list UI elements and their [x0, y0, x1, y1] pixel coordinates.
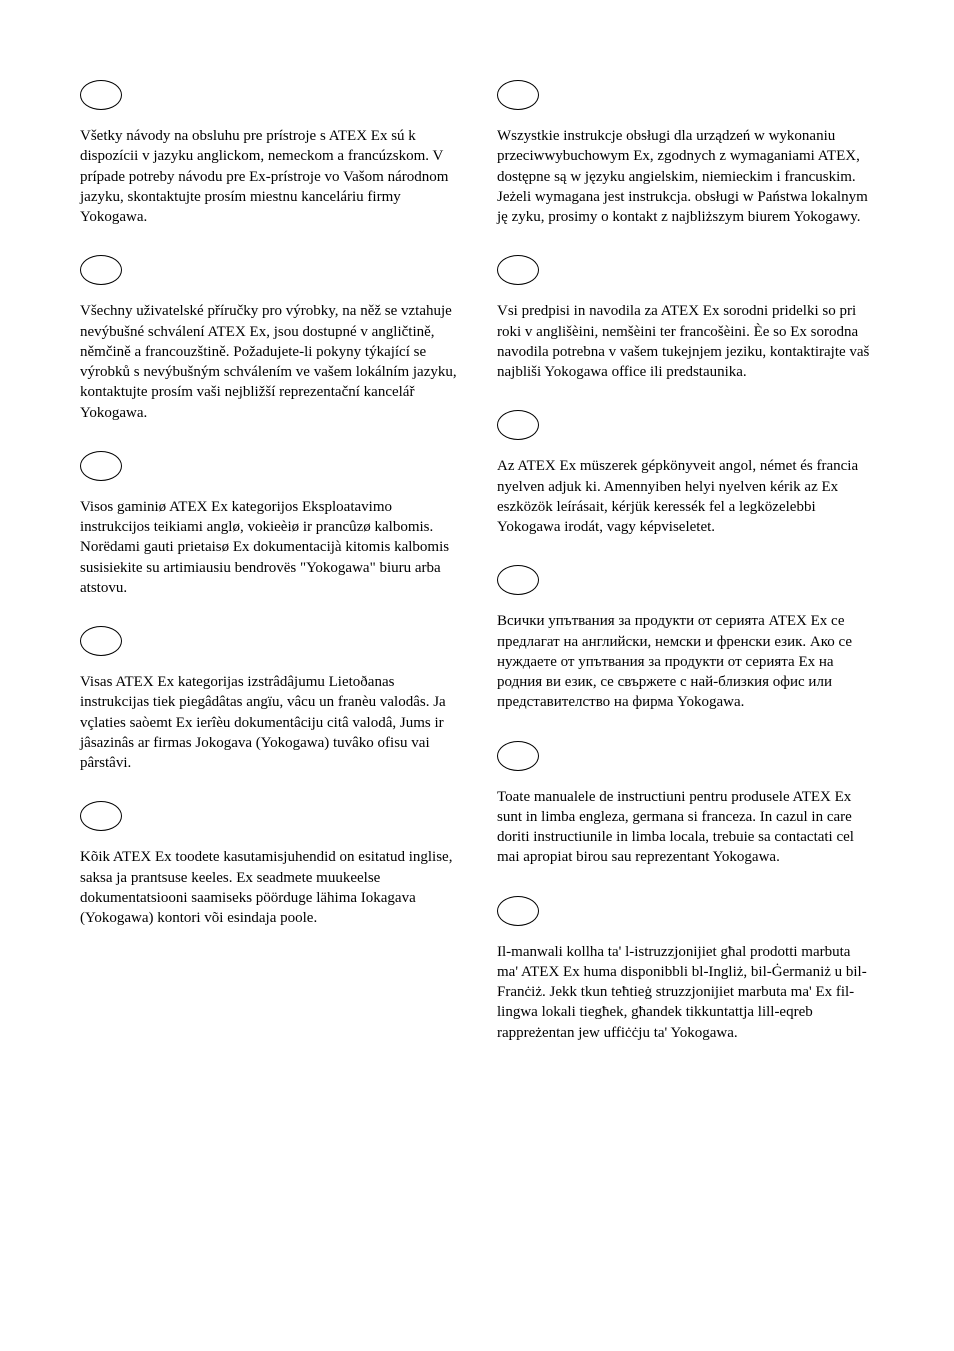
notice-text: Vsi predpisi in navodila za ATEX Ex soro… — [497, 301, 874, 382]
language-flag-placeholder — [497, 741, 539, 771]
notice-text: Visas ATEX Ex kategorijas izstrâdâjumu L… — [80, 672, 457, 773]
language-entry: Toate manualele de instructiuni pentru p… — [497, 741, 874, 868]
language-flag-placeholder — [80, 255, 122, 285]
language-flag-placeholder — [497, 255, 539, 285]
notice-text: Всички упътвания за продукти от серията … — [497, 611, 874, 712]
language-entry: Visas ATEX Ex kategorijas izstrâdâjumu L… — [80, 626, 457, 773]
language-entry: Всички упътвания за продукти от серията … — [497, 565, 874, 712]
language-entry: Il-manwali kollha ta' l-istruzzjonijiet … — [497, 896, 874, 1043]
language-entry: Kõik ATEX Ex toodete kasutamisjuhendid o… — [80, 801, 457, 928]
language-entry: Vsi predpisi in navodila za ATEX Ex soro… — [497, 255, 874, 382]
notice-text: Wszystkie instrukcje obsługi dla urządze… — [497, 126, 874, 227]
language-flag-placeholder — [497, 410, 539, 440]
language-entry: Az ATEX Ex müszerek gépkönyveit angol, n… — [497, 410, 874, 537]
notice-text: Kõik ATEX Ex toodete kasutamisjuhendid o… — [80, 847, 457, 928]
language-entry: Wszystkie instrukcje obsługi dla urządze… — [497, 80, 874, 227]
language-flag-placeholder — [497, 896, 539, 926]
notice-text: Visos gaminiø ATEX Ex kategorijos Eksplo… — [80, 497, 457, 598]
language-flag-placeholder — [80, 451, 122, 481]
language-flag-placeholder — [80, 801, 122, 831]
language-flag-placeholder — [497, 80, 539, 110]
notice-text: Az ATEX Ex müszerek gépkönyveit angol, n… — [497, 456, 874, 537]
notice-text: Všetky návody na obsluhu pre prístroje s… — [80, 126, 457, 227]
language-entry: Všechny uživatelské příručky pro výrobky… — [80, 255, 457, 423]
language-entry: Všetky návody na obsluhu pre prístroje s… — [80, 80, 457, 227]
notice-text: Il-manwali kollha ta' l-istruzzjonijiet … — [497, 942, 874, 1043]
language-entry: Visos gaminiø ATEX Ex kategorijos Eksplo… — [80, 451, 457, 598]
page-columns: Všetky návody na obsluhu pre prístroje s… — [80, 80, 874, 1071]
left-column: Všetky návody na obsluhu pre prístroje s… — [80, 80, 457, 1071]
language-flag-placeholder — [497, 565, 539, 595]
notice-text: Toate manualele de instructiuni pentru p… — [497, 787, 874, 868]
right-column: Wszystkie instrukcje obsługi dla urządze… — [497, 80, 874, 1071]
notice-text: Všechny uživatelské příručky pro výrobky… — [80, 301, 457, 423]
language-flag-placeholder — [80, 626, 122, 656]
language-flag-placeholder — [80, 80, 122, 110]
